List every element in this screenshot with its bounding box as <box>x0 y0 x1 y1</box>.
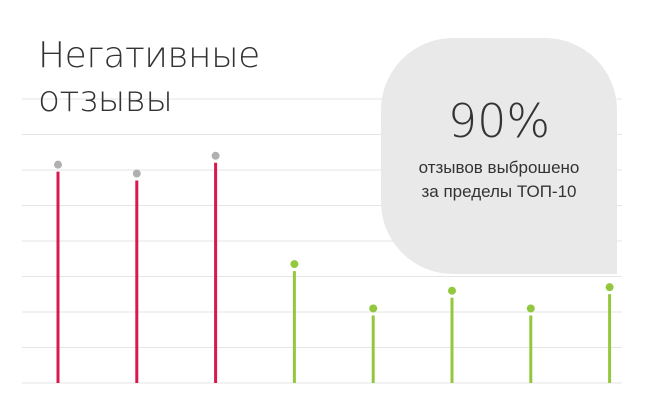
grid-lines <box>22 98 622 384</box>
lollipop-dot-7 <box>526 304 535 313</box>
lollipop-dot-1 <box>54 160 62 169</box>
chart-title-line-1: Негативные <box>38 35 260 76</box>
stat-value: 90% <box>447 94 551 148</box>
chart-title: Негативные отзывы <box>38 34 260 122</box>
lollipop-dot-2 <box>132 169 141 178</box>
lollipop-dot-6 <box>448 286 456 295</box>
lollipop-dot-8 <box>605 283 614 292</box>
stat-caption-line-2: за пределы ТОП-10 <box>421 182 577 201</box>
lollipop-dot-3 <box>211 151 220 160</box>
lollipop-dot-5 <box>369 304 378 313</box>
stat-caption-line-1: отзывов выброшено <box>418 158 580 177</box>
chart-title-line-2: отзывы <box>38 79 173 120</box>
lollipop-dot-4 <box>290 260 299 269</box>
stat-callout: 90% отзывов выброшено за пределы ТОП-10 <box>381 38 617 274</box>
chart-marks <box>54 151 614 383</box>
